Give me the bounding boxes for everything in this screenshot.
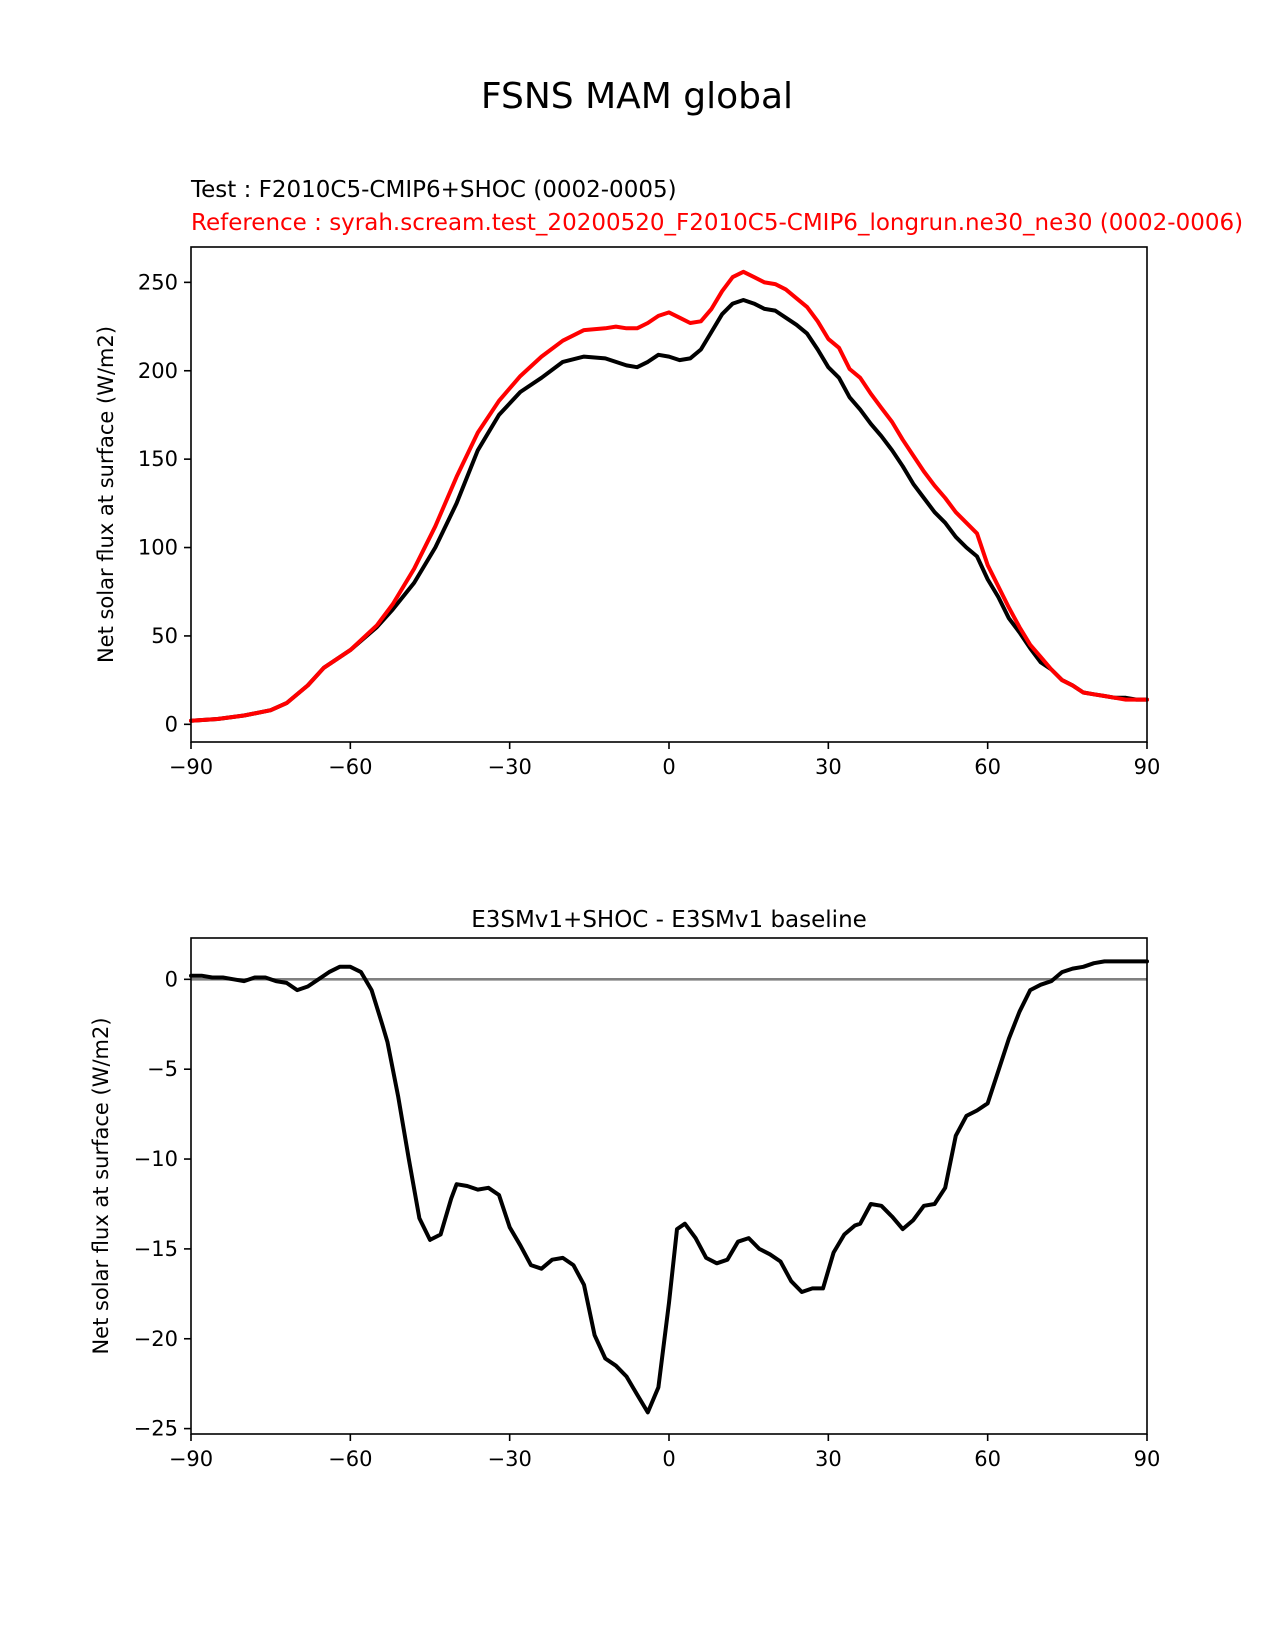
bottom-ytick-label: −15 [134, 1237, 178, 1261]
top-title-test: Test : F2010C5-CMIP6+SHOC (0002-0005) [190, 177, 677, 203]
top-series-test [189, 298, 1149, 723]
top-ytick-label: 150 [138, 447, 178, 471]
top-xtick-label: 90 [1134, 755, 1161, 779]
bottom-xtick-label: −30 [488, 1447, 532, 1471]
top-xtick-label: −90 [169, 755, 213, 779]
top-ylabel: Net solar flux at surface (W/m2) [94, 326, 118, 663]
bottom-title: E3SMv1+SHOC - E3SMv1 baseline [471, 907, 867, 933]
top-ytick-label: 100 [138, 536, 178, 560]
top-ytick-label: 50 [151, 624, 178, 648]
bottom-ylabel: Net solar flux at surface (W/m2) [89, 1017, 113, 1354]
top-xtick-label: 0 [662, 755, 675, 779]
top-plot: −90 −60 −30 0 30 60 90 0 50 100 150 200 250 Net solar… [94, 246, 1161, 779]
bottom-plot: −90 −60 −30 0 30 60 90 0 −5 −10 −15 −20 −25 Net solar… [89, 937, 1161, 1471]
bottom-ytick-label: −10 [134, 1147, 178, 1171]
bottom-ytick-label: 0 [165, 967, 178, 991]
top-xtick-label: −30 [488, 755, 532, 779]
figure-suptitle: FSNS MAM global [481, 76, 793, 117]
top-xtick-label: 60 [974, 755, 1001, 779]
top-ytick-label: 200 [138, 359, 178, 383]
bottom-xtick-label: 90 [1134, 1447, 1161, 1471]
bottom-ytick-label: −20 [134, 1327, 178, 1351]
bottom-xtick-label: −90 [169, 1447, 213, 1471]
top-series-reference [189, 269, 1149, 723]
bottom-xtick-label: −60 [328, 1447, 372, 1471]
bottom-ytick-label: −25 [134, 1417, 178, 1441]
bottom-xtick-label: 30 [815, 1447, 842, 1471]
top-ytick-label: 250 [138, 270, 178, 294]
bottom-xtick-label: 0 [662, 1447, 675, 1471]
top-ytick-label: 0 [165, 712, 178, 736]
top-title-reference: Reference : syrah.scream.test_20200520_F… [191, 210, 1243, 236]
bottom-xtick-label: 60 [974, 1447, 1001, 1471]
bottom-series-difference [189, 959, 1149, 1415]
top-xtick-label: 30 [815, 755, 842, 779]
top-xtick-label: −60 [328, 755, 372, 779]
bottom-ytick-label: −5 [147, 1057, 178, 1081]
